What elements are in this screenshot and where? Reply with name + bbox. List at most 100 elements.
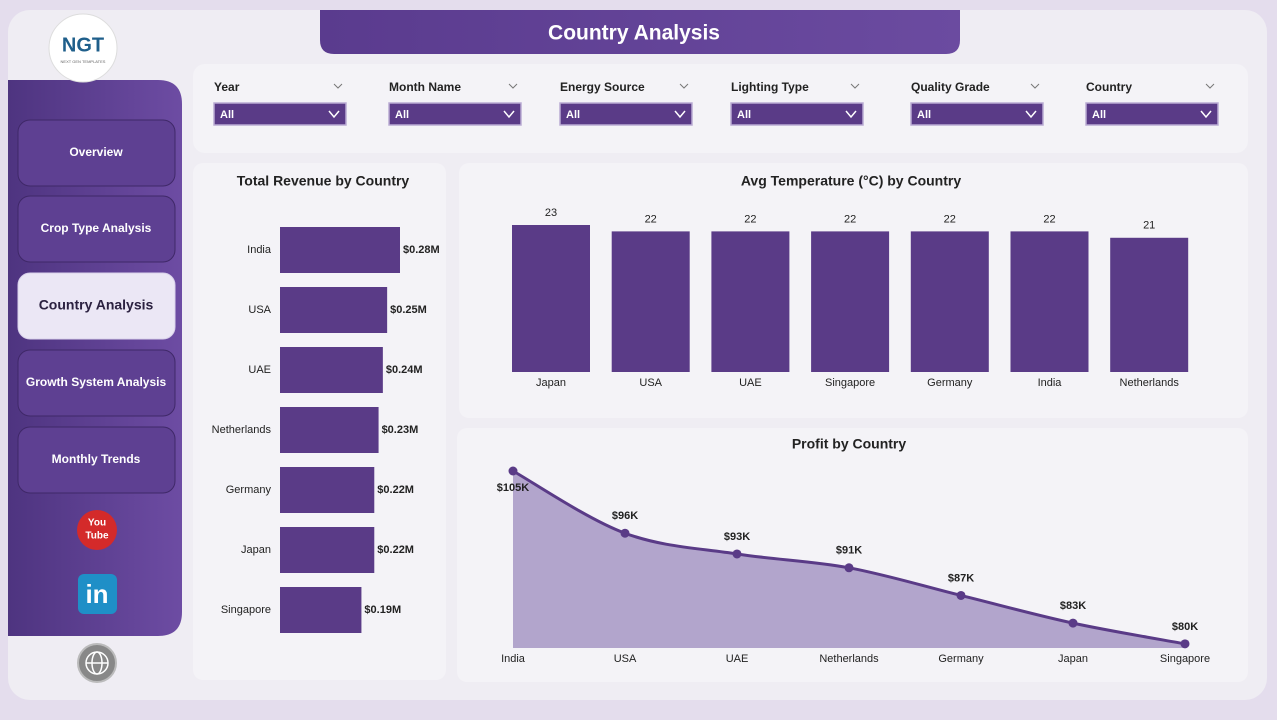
bar (910, 231, 989, 372)
nav-label: Monthly Trends (52, 452, 141, 466)
category-label: USA (639, 377, 662, 389)
category-label: Japan (1058, 653, 1088, 665)
category-label: UAE (248, 364, 271, 376)
category-label: Germany (927, 377, 973, 389)
bar (280, 287, 388, 333)
category-label: Germany (938, 653, 984, 665)
filter-label: Quality Grade (911, 80, 990, 94)
category-label: Singapore (221, 604, 271, 616)
bar (811, 231, 890, 372)
value-label: $0.24M (386, 364, 423, 376)
point (956, 590, 966, 600)
nav-button[interactable] (17, 426, 176, 494)
category-label: USA (614, 653, 637, 665)
filter-value: All (737, 109, 751, 121)
category-label: Netherlands (212, 424, 272, 436)
nav-button[interactable] (17, 349, 176, 417)
point (1180, 639, 1190, 649)
point (1068, 618, 1078, 628)
youtube-text: Tube (85, 531, 109, 542)
filter-value: All (395, 109, 409, 121)
value-label: $0.28M (403, 244, 440, 256)
category-label: India (247, 244, 272, 256)
filter-value: All (220, 109, 234, 121)
bar (280, 467, 375, 513)
category-label: Japan (536, 377, 566, 389)
category-label: Netherlands (819, 653, 879, 665)
filter-label: Month Name (389, 80, 461, 94)
category-label: Singapore (825, 377, 875, 389)
nav-button[interactable] (17, 119, 176, 187)
value-label: $93K (724, 531, 750, 543)
filter-chevron (1030, 83, 1040, 89)
chart-title: Profit by Country (792, 436, 907, 452)
filter-value: All (917, 109, 931, 121)
category-label: UAE (739, 377, 762, 389)
logo (48, 13, 118, 83)
filter-dropdown[interactable] (213, 102, 347, 126)
value-label: $0.19M (364, 604, 401, 616)
nav-button[interactable] (17, 195, 176, 263)
bar (280, 527, 375, 573)
bar (280, 227, 400, 273)
filter-chevron (508, 83, 518, 89)
value-label: $0.22M (377, 484, 414, 496)
youtube-icon[interactable] (77, 510, 117, 550)
linkedin-icon[interactable] (78, 574, 117, 614)
youtube-text: You (88, 518, 106, 529)
point (844, 563, 854, 573)
dropdown-chevron (1200, 110, 1212, 119)
filter-chevron (679, 83, 689, 89)
filter-label: Year (214, 80, 240, 94)
category-label: Netherlands (1120, 377, 1180, 389)
nav-label: Growth System Analysis (26, 375, 167, 389)
linkedin-text: in (85, 579, 108, 609)
dropdown-chevron (1025, 110, 1037, 119)
filter-dropdown[interactable] (1085, 102, 1219, 126)
category-label: Germany (226, 484, 272, 496)
category-label: Japan (241, 544, 271, 556)
dropdown-chevron (674, 110, 686, 119)
dropdown-chevron (328, 110, 340, 119)
category-label: UAE (726, 653, 749, 665)
filter-chevron (850, 83, 860, 89)
web-icon[interactable] (77, 643, 117, 683)
logo-text: NGT (62, 34, 104, 56)
filter-chevron (333, 83, 343, 89)
filter-label: Energy Source (560, 80, 645, 94)
content: Overview Crop Type Analysis Country Analys… (17, 80, 1219, 665)
title-bar (320, 10, 960, 54)
value-label: $0.25M (390, 304, 427, 316)
filter-chevron (1205, 83, 1215, 89)
filter-dropdown[interactable] (388, 102, 522, 126)
value-label: 22 (645, 213, 657, 225)
value-label: $105K (497, 482, 529, 494)
bar (512, 225, 590, 372)
category-label: India (501, 653, 526, 665)
point (508, 466, 518, 476)
dropdown-chevron (845, 110, 857, 119)
category-label: India (1038, 377, 1063, 389)
filter-dropdown[interactable] (910, 102, 1044, 126)
point (732, 549, 742, 559)
value-label: 21 (1143, 220, 1155, 232)
filter-dropdown[interactable] (730, 102, 864, 126)
filter-value: All (1092, 109, 1106, 121)
nav-button[interactable] (17, 272, 176, 340)
filter-panel (193, 64, 1248, 153)
value-label: $87K (948, 572, 974, 584)
page-title: Country Analysis (548, 22, 720, 45)
value-label: $0.22M (377, 544, 414, 556)
bar (280, 407, 379, 453)
filter-dropdown[interactable] (559, 102, 693, 126)
bar (611, 231, 690, 372)
value-label: 22 (1043, 213, 1055, 225)
bar (280, 587, 362, 633)
filter-label: Lighting Type (731, 80, 809, 94)
value-label: 22 (744, 213, 756, 225)
logo-subtext: NEXT GEN TEMPLATES (61, 59, 106, 64)
value-label: $80K (1172, 621, 1198, 633)
category-label: Singapore (1160, 653, 1210, 665)
